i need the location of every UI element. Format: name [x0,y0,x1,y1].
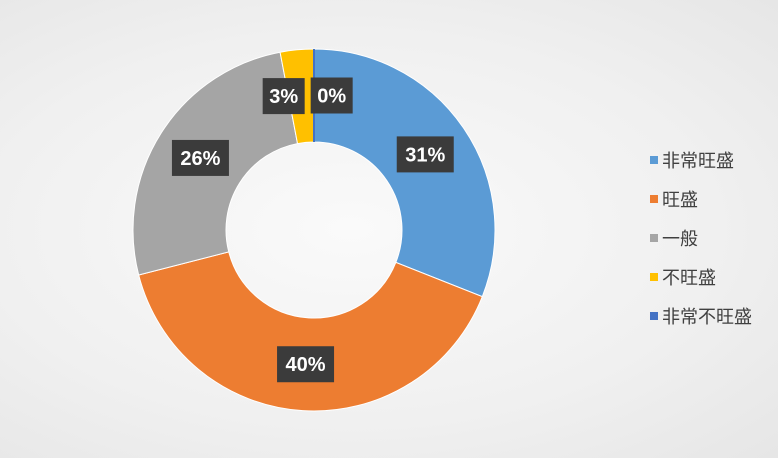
legend-label: 旺盛 [662,189,698,211]
data-label-0: 31% [396,136,454,173]
legend: 非常旺盛旺盛一般不旺盛非常不旺盛 [650,140,752,335]
data-label-4: 0% [310,77,353,114]
legend-label: 非常不旺盛 [662,306,752,328]
data-label-box [396,136,454,173]
legend-item: 非常旺盛 [650,140,752,179]
donut-slice-0 [313,48,496,298]
data-label-box [310,77,353,114]
data-label-box [277,346,335,383]
legend-item: 非常不旺盛 [650,296,752,335]
data-label-text: 3% [269,86,298,108]
legend-item: 一般 [650,218,752,257]
legend-item: 不旺盛 [650,257,752,296]
legend-label: 一般 [662,228,698,250]
data-label-text: 40% [286,354,326,376]
data-label-text: 31% [405,144,445,166]
data-label-1: 40% [277,346,335,383]
legend-swatch [650,233,658,242]
legend-swatch [650,311,658,320]
legend-swatch [650,155,658,164]
data-label-text: 26% [180,148,220,170]
legend-swatch [650,272,658,281]
data-label-text: 0% [317,86,346,108]
legend-swatch [650,194,658,203]
donut-slice-1 [138,251,483,412]
data-label-3: 3% [262,78,305,115]
data-label-box [171,139,229,176]
data-label-2: 26% [171,139,229,176]
legend-item: 旺盛 [650,179,752,218]
legend-label: 非常旺盛 [662,150,734,172]
data-label-box [262,78,305,115]
legend-label: 不旺盛 [662,267,716,289]
